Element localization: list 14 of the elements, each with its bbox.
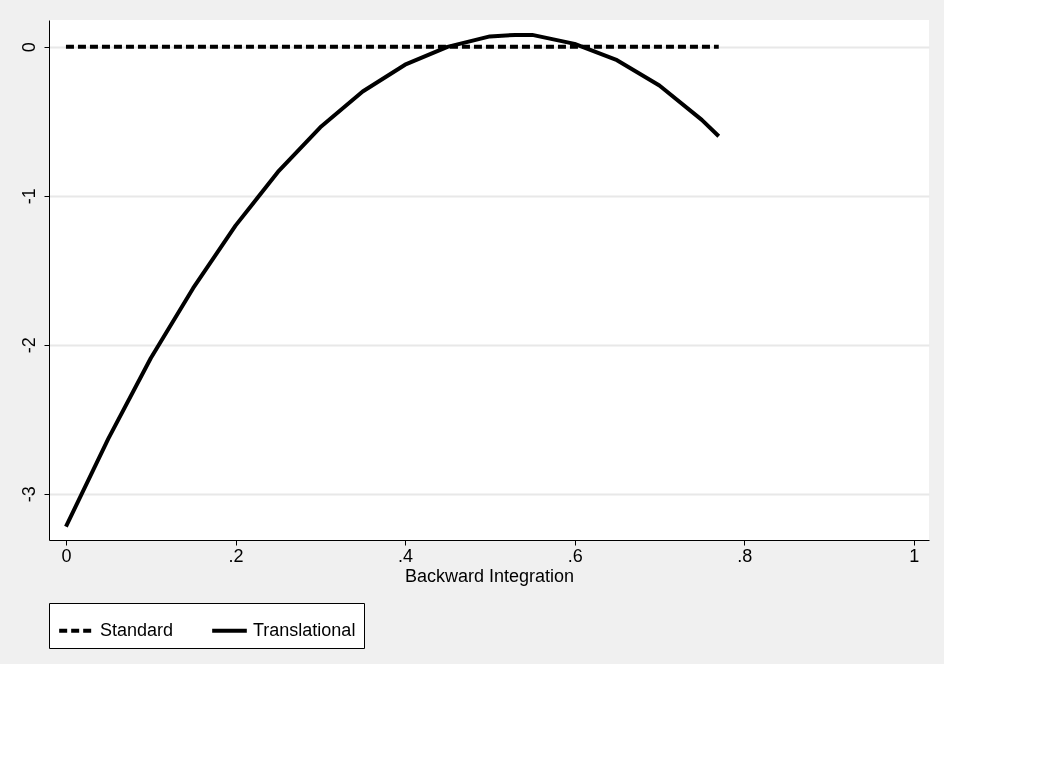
x-tick-label: .8 [737, 545, 753, 566]
y-tick-label: -1 [18, 188, 39, 205]
x-tick-label: .6 [567, 545, 583, 566]
legend-label: Translational [253, 619, 356, 640]
line-series [63, 32, 721, 529]
y-tick-label: 0 [18, 42, 39, 53]
x-tick-label: 1 [909, 545, 920, 566]
x-tick-label: .2 [228, 545, 244, 566]
y-tick-label: -3 [18, 486, 39, 503]
x-tick-label: 0 [61, 545, 72, 566]
legend-label: Standard [100, 619, 174, 640]
y-tick-label: -2 [18, 337, 39, 354]
x-axis-title: Backward Integration [404, 565, 575, 586]
x-tick-label: .4 [398, 545, 414, 566]
